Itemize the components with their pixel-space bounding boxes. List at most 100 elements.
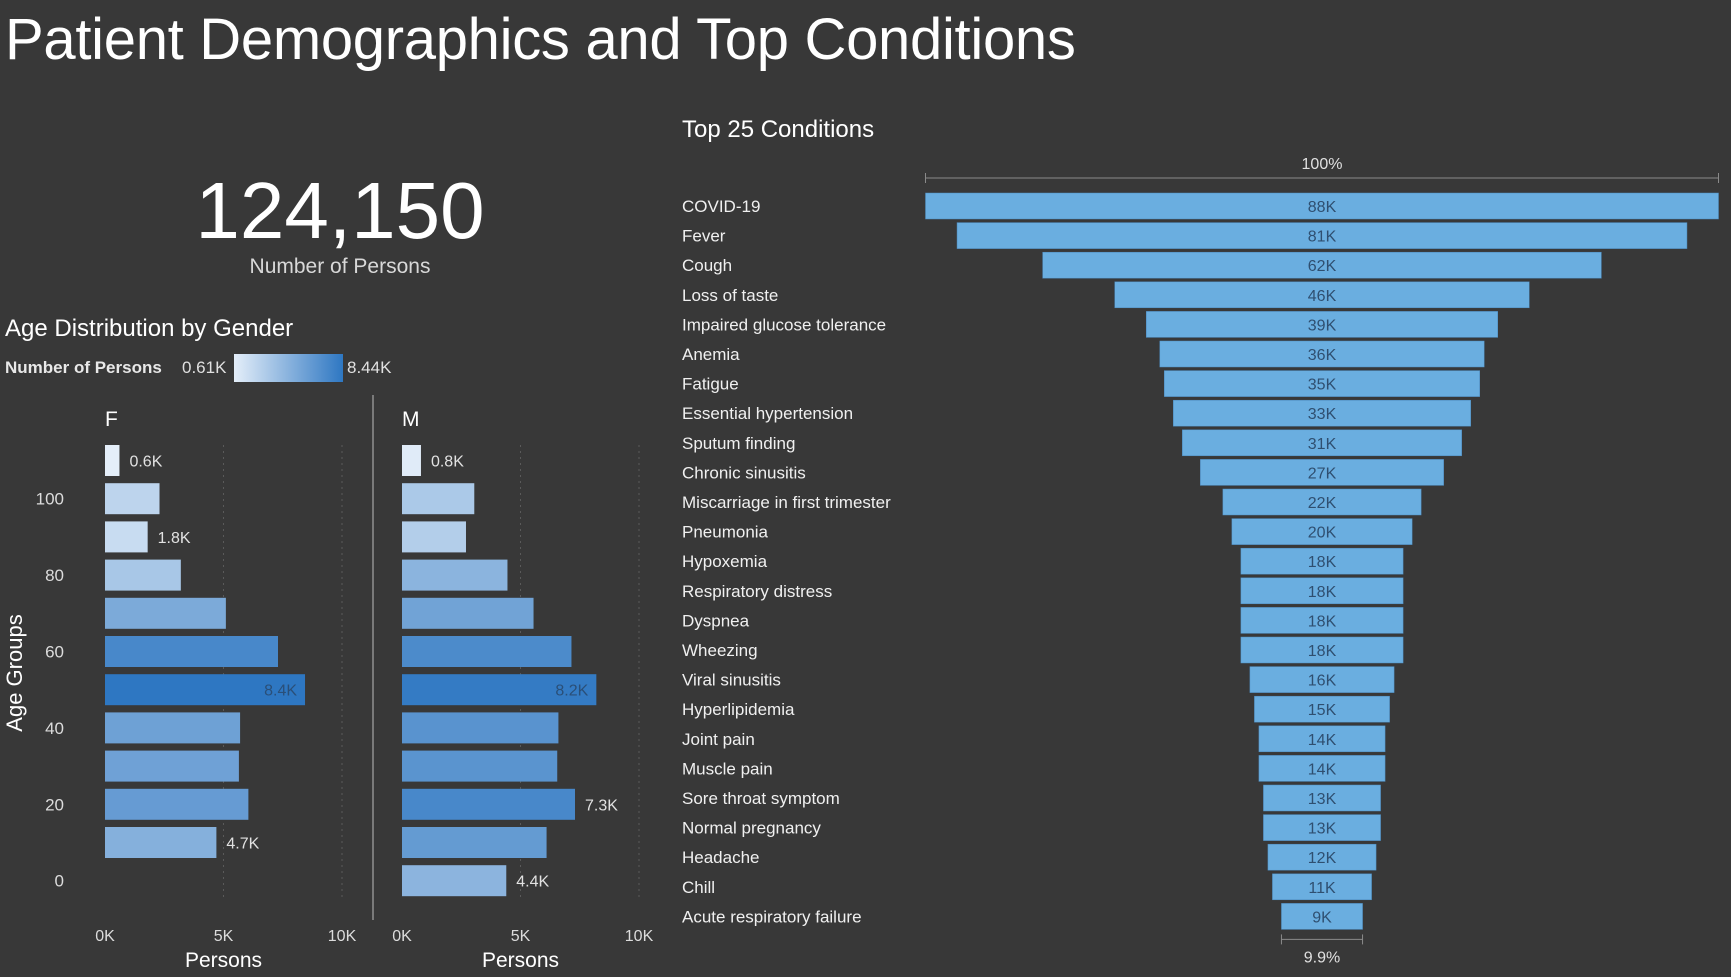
category-label: Loss of taste [682, 286, 778, 305]
funnel-bar-label: 16K [1308, 673, 1337, 690]
bar [105, 597, 226, 629]
bottom-percent-label: 9.9% [1304, 949, 1340, 966]
funnel-bar [1173, 399, 1471, 427]
funnel-bar [1231, 518, 1413, 545]
funnel-bar-label: 62K [1308, 258, 1337, 275]
color-legend-gradient [234, 354, 343, 382]
y-axis-title: Age Groups [2, 614, 27, 731]
y-tick-label: 100 [36, 490, 64, 509]
bar-value-label: 0.6K [129, 454, 162, 471]
bar-value-label: 4.4K [516, 874, 549, 891]
category-label: Hypoxemia [682, 552, 768, 571]
kpi-value: 124,150 [195, 166, 485, 255]
funnel-bar [1240, 607, 1404, 634]
y-tick-label: 40 [45, 719, 64, 738]
x-axis-title: Persons [482, 949, 559, 972]
bar [402, 827, 547, 858]
category-label: Muscle pain [682, 759, 773, 778]
funnel-bar-label: 14K [1308, 732, 1337, 749]
funnel-bar-label: 81K [1308, 229, 1337, 246]
x-axis-title: Persons [185, 949, 262, 972]
funnel-bar [1240, 636, 1404, 664]
funnel-bar [1222, 488, 1422, 516]
conditions-funnel-chart: 100% COVID-19 88K Fever 81K Cough 62K Loss of t… [682, 156, 1719, 966]
category-label: Headache [682, 848, 760, 867]
category-label: Chill [682, 878, 715, 897]
funnel-bar [1042, 251, 1602, 279]
funnel-bar [1200, 459, 1444, 486]
funnel-bar-label: 35K [1308, 377, 1337, 394]
funnel-bar [1114, 281, 1530, 309]
bar [105, 674, 306, 706]
funnel-bar [1267, 843, 1377, 871]
x-tick-label: 5K [511, 928, 531, 945]
bar [402, 712, 559, 744]
kpi-label: Number of Persons [249, 255, 431, 278]
bar-value-label: 4.7K [226, 836, 259, 853]
category-label: Pneumonia [682, 523, 769, 542]
bar-value-label: 1.8K [158, 530, 191, 547]
panel-header: F [105, 408, 118, 431]
category-label: Sore throat symptom [682, 789, 840, 808]
panel-header: M [402, 408, 420, 431]
category-label: Essential hypertension [682, 404, 853, 423]
funnel-bar-label: 14K [1308, 761, 1337, 778]
bar [105, 636, 279, 667]
funnel-bar-label: 33K [1308, 406, 1337, 423]
page-title: Patient Demographics and Top Conditions [5, 7, 1076, 72]
x-tick-label: 10K [328, 928, 357, 945]
funnel-bar [1146, 311, 1498, 338]
category-label: Respiratory distress [682, 582, 832, 601]
bar [402, 559, 508, 591]
bar [105, 750, 239, 782]
funnel-bar [1263, 814, 1381, 841]
bar [402, 865, 507, 897]
funnel-bar [1281, 903, 1363, 930]
category-label: Viral sinusitis [682, 671, 781, 690]
funnel-bar [1263, 784, 1381, 812]
funnel-bar-label: 88K [1308, 199, 1337, 216]
funnel-bar [1249, 666, 1395, 693]
category-label: Wheezing [682, 641, 758, 660]
legend-min-label: 0.61K [182, 358, 227, 377]
funnel-bar [1254, 695, 1390, 723]
category-label: Anemia [682, 345, 740, 364]
category-label: Hyperlipidemia [682, 700, 795, 719]
bar [402, 483, 475, 515]
x-tick-label: 5K [214, 928, 234, 945]
age-distribution-chart: Age Groups 100 80 60 40 20 0 F 0.6K 1.8K 8.4K 4.7K 0… [2, 395, 654, 972]
funnel-bar-label: 22K [1308, 495, 1337, 512]
conditions-chart-title: Top 25 Conditions [682, 116, 875, 143]
funnel-bar-label: 13K [1308, 791, 1337, 808]
funnel-bar [1258, 725, 1386, 753]
funnel-bar-label: 46K [1308, 288, 1337, 305]
legend-max-label: 8.44K [347, 358, 392, 377]
funnel-bar-label: 9K [1312, 909, 1332, 926]
bar-value-label: 8.4K [264, 683, 297, 700]
category-label: Sputum finding [682, 434, 795, 453]
bar [402, 636, 572, 667]
y-tick-label: 80 [45, 566, 64, 585]
category-label: Joint pain [682, 730, 755, 749]
bar-value-label: 8.2K [555, 683, 588, 700]
funnel-bar-label: 18K [1308, 613, 1337, 630]
funnel-bar-label: 13K [1308, 821, 1337, 838]
funnel-bar [1272, 873, 1372, 901]
bar [402, 521, 466, 553]
funnel-bar-label: 39K [1308, 317, 1337, 334]
bar [105, 827, 217, 858]
bar [105, 712, 241, 744]
funnel-bar-label: 20K [1308, 525, 1337, 542]
funnel-bar-label: 18K [1308, 584, 1337, 601]
bar-value-label: 7.3K [585, 797, 618, 814]
category-label: COVID-19 [682, 197, 760, 216]
bar [402, 597, 534, 629]
category-label: Dyspnea [682, 611, 750, 630]
funnel-bar [1159, 340, 1485, 368]
top-percent-label: 100% [1302, 156, 1343, 173]
bar [402, 445, 421, 476]
bar [402, 674, 597, 706]
y-tick-label: 20 [45, 795, 64, 814]
y-tick-label: 0 [55, 872, 64, 891]
bar [402, 788, 576, 820]
